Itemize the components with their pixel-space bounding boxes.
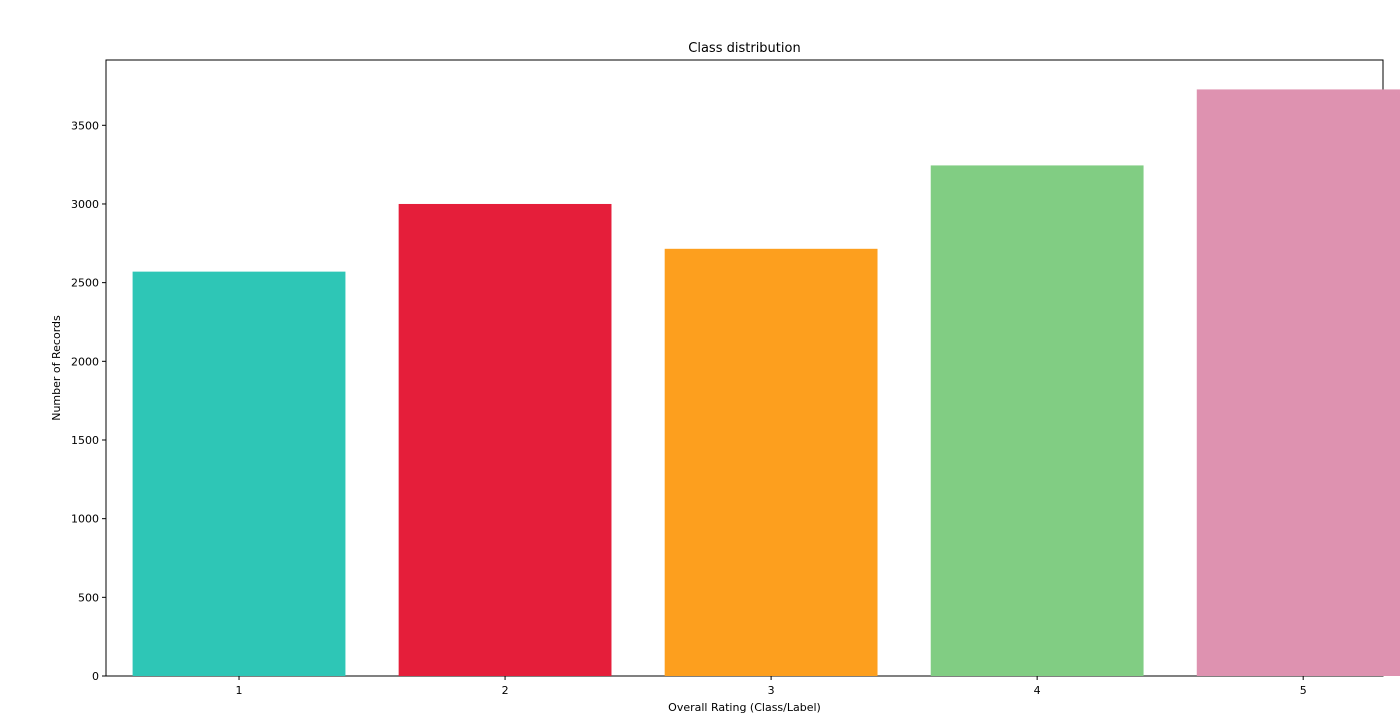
x-tick-label: 5: [1300, 684, 1307, 697]
y-tick-label: 1500: [71, 434, 99, 447]
bar-4: [930, 165, 1144, 677]
x-axis-label: Overall Rating (Class/Label): [668, 701, 821, 714]
y-tick-label: 3000: [71, 198, 99, 211]
bar-1: [132, 271, 346, 676]
y-tick-label: 3500: [71, 119, 99, 132]
y-tick-label: 1000: [71, 513, 99, 526]
x-axis: 1 2 3 4 5: [236, 676, 1307, 697]
y-tick-label: 500: [78, 591, 99, 604]
x-tick-label: 2: [502, 684, 509, 697]
y-axis-label: Number of Records: [50, 315, 63, 421]
x-tick-label: 1: [236, 684, 243, 697]
x-tick-label: 4: [1034, 684, 1041, 697]
bar-5: [1196, 89, 1400, 677]
y-axis: 0 500 1000 1500 2000 2500 3000 3500: [71, 119, 106, 683]
bar-2: [398, 203, 612, 676]
bars-layer: [132, 89, 1400, 677]
x-tick-label: 3: [768, 684, 775, 697]
y-tick-label: 0: [92, 670, 99, 683]
chart-title: Class distribution: [688, 41, 800, 56]
y-tick-label: 2000: [71, 355, 99, 368]
bar-3: [664, 248, 878, 676]
y-tick-label: 2500: [71, 277, 99, 290]
